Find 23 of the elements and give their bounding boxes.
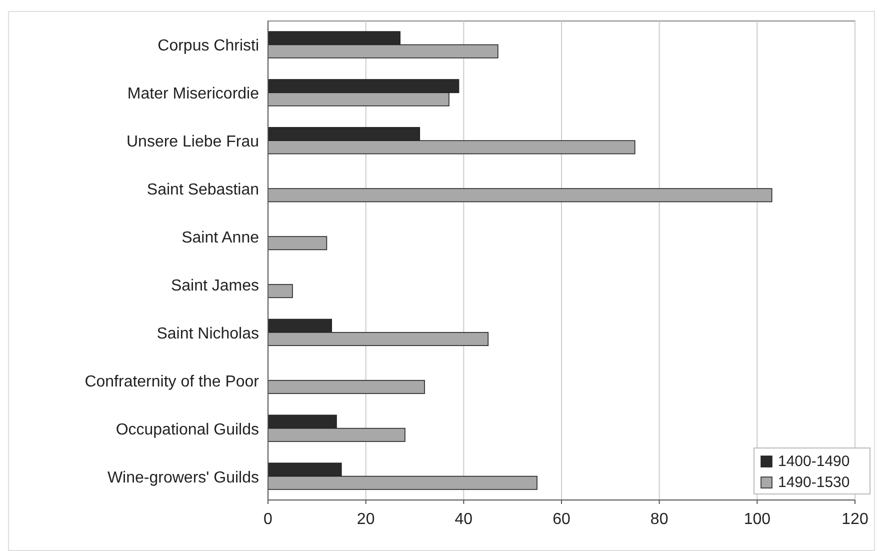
y-tick-label: Wine-growers' Guilds xyxy=(107,469,259,486)
x-tick-label: 20 xyxy=(356,511,375,528)
y-tick-label: Mater Misericordie xyxy=(127,86,260,103)
y-tick-label: Corpus Christi xyxy=(158,38,259,55)
bar xyxy=(268,188,772,202)
x-tick-label: 120 xyxy=(842,511,868,528)
x-tick-label: 40 xyxy=(454,511,473,528)
legend-label: 1490-1530 xyxy=(778,474,850,491)
y-tick-label: Saint Nicholas xyxy=(156,325,259,342)
x-tick-label: 0 xyxy=(264,511,273,528)
bar xyxy=(268,380,425,394)
y-tick-label: Occupational Guilds xyxy=(116,421,259,438)
bar xyxy=(268,236,328,250)
y-tick-label: Saint James xyxy=(170,277,259,294)
x-tick-label: 80 xyxy=(650,511,668,528)
x-tick-label: 100 xyxy=(744,511,771,528)
y-tick-label: Unsere Liebe Frau xyxy=(126,134,259,151)
x-tick-label: 60 xyxy=(552,511,570,528)
y-tick-label: Saint Sebastian xyxy=(146,182,259,199)
legend-label: 1400-1490 xyxy=(778,453,850,470)
y-tick-label: Confraternity of the Poor xyxy=(84,373,260,390)
bar xyxy=(268,284,293,298)
y-tick-label: Saint Anne xyxy=(182,230,260,247)
